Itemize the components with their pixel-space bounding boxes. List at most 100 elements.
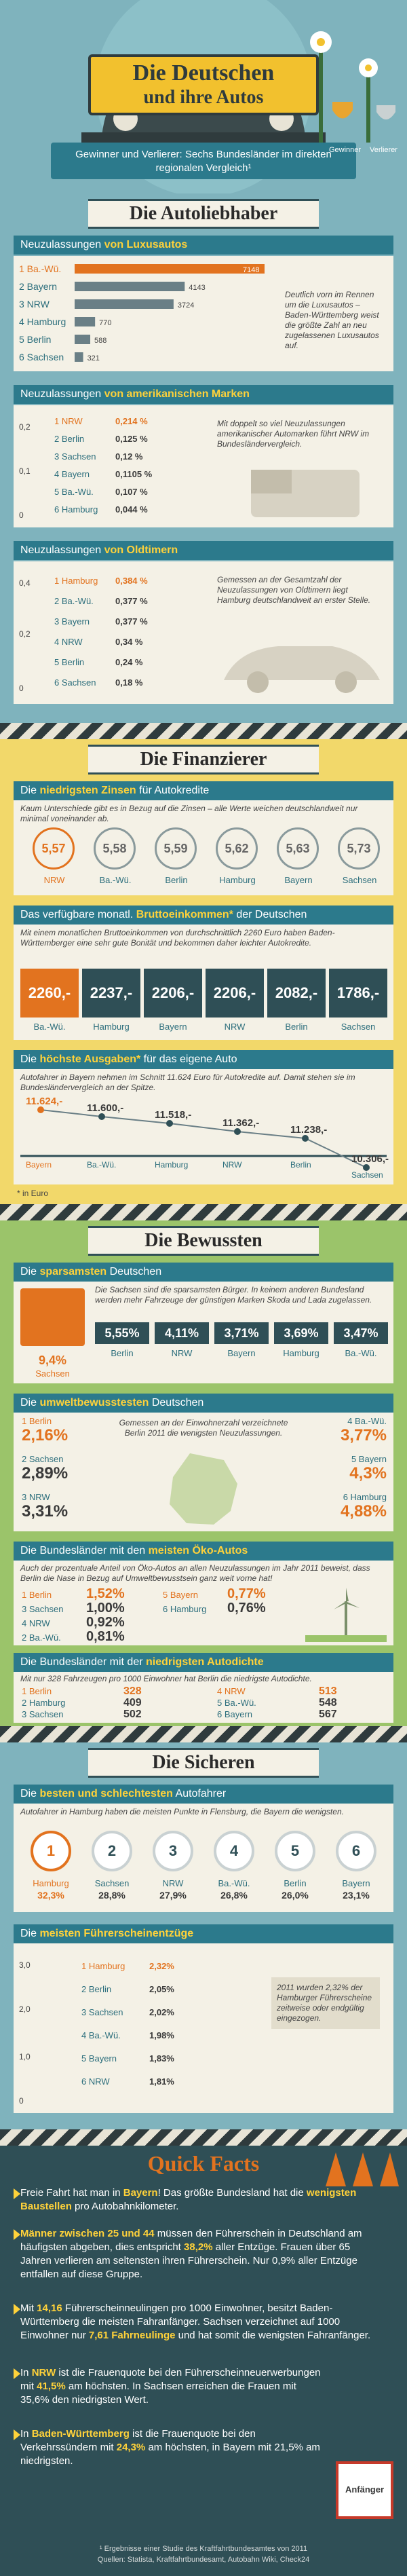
fahrer-heading: Die besten und schlechtesten Autofahrer <box>14 1785 393 1804</box>
driver-value: 26,8% <box>220 1890 248 1901</box>
lux-row-label: 4 Hamburg <box>19 316 66 327</box>
oeko-row: 2 Ba.-Wü. 0,81% <box>22 1629 157 1644</box>
ausgaben-value: 11.600,- <box>87 1102 123 1114</box>
savings-label: NRW <box>171 1348 193 1358</box>
oeko-row-value: 0,92% <box>86 1615 125 1630</box>
dichte-row-right: 4 NRW 513 <box>217 1685 387 1697</box>
dichte-right-list: 4 NRW 513 5 Ba.-Wü. 548 6 Bayern 567 <box>217 1685 387 1720</box>
fact-highlight: NRW <box>31 2367 56 2378</box>
fact-highlight: Baden-Württemberg <box>31 2428 130 2440</box>
income-column-label: Bayern <box>159 1022 187 1032</box>
subtitle-ribbon: Gewinner und Verlierer: Sechs Bundesländ… <box>51 143 356 179</box>
lux-bar-value: 770 <box>99 319 111 327</box>
euro-footnote: * in Euro <box>17 1189 49 1198</box>
umwelt-panel: Gemessen an der Einwohnerzahl verzeichne… <box>14 1413 393 1531</box>
driver-rank-badge: 1 <box>31 1831 71 1871</box>
ausgaben-value: 11.238,- <box>290 1124 327 1136</box>
spar-panel: Die Sachsen sind die sparsamsten Bürger.… <box>14 1282 393 1383</box>
fact-highlight: Männer zwischen 25 und 44 <box>20 2228 155 2239</box>
fact-text: müssen den Führerschein in Deutschland a… <box>20 2228 362 2253</box>
old-row-value: 0,384 % <box>115 576 148 586</box>
oeko-heading: Die Bundesländer mit den meisten Öko-Aut… <box>14 1542 393 1561</box>
old-list: 1 Hamburg 0,384 % 2 Ba.-Wü. 0,377 % 3 Bayern… <box>54 575 190 697</box>
income-column-label: Ba.-Wü. <box>33 1022 66 1032</box>
schein-axis-top: 3,0 <box>19 1960 31 1970</box>
oeko-row-value: 0,81% <box>86 1629 125 1644</box>
oeko-row: 4 NRW 0,92% <box>22 1615 157 1630</box>
schein-heading: Die meisten Führerscheinentzüge <box>14 1924 393 1943</box>
fact-arrow-icon <box>14 2188 20 2199</box>
income-column: 1786,- <box>329 969 387 1018</box>
income-column: 2206,- <box>144 969 202 1018</box>
section-sicheren: Die Sicheren Die besten und schlechteste… <box>0 1742 407 2129</box>
spar-items: 9,4% Sachsen 5,55% Berlin 4,11% NRW 3,71% Bayer… <box>14 1282 393 1383</box>
lux-bar <box>75 264 265 274</box>
ausgaben-value: 11.518,- <box>155 1109 191 1121</box>
old-row: 2 Ba.-Wü. 0,377 % <box>54 595 190 616</box>
interest-coin-label: Bayern <box>284 875 313 885</box>
driver-rank-badge: 6 <box>336 1831 376 1871</box>
driver-rank-badge: 3 <box>153 1831 193 1871</box>
driver-rank-badge: 4 <box>214 1831 254 1871</box>
ausgaben-label: Bayern <box>26 1160 52 1170</box>
fact-item: In NRW ist die Frauenquote bei den Führe… <box>20 2366 326 2407</box>
fahrer-items: 1 Hamburg 32,3% 2 Sachsen 28,8% 3 NRW 27,9% 4 Ba.-… <box>14 1824 393 1912</box>
ausgaben-heading: Die höchste Ausgaben* für das eigene Aut… <box>14 1050 393 1069</box>
savings-label: Berlin <box>111 1348 134 1358</box>
us-row-label: 4 Bayern <box>54 469 90 479</box>
schein-row: 3 Sachsen 2,02% <box>81 2006 217 2030</box>
schein-row-label: 5 Bayern <box>81 2053 117 2064</box>
schein-axis-low: 1,0 <box>19 2052 31 2061</box>
us-row-label: 1 NRW <box>54 416 83 426</box>
oeko-row: 1 Berlin 1,52% <box>22 1586 157 1601</box>
dichte-row-right-value: 567 <box>319 1709 337 1720</box>
old-axis-bot: 0 <box>19 684 24 693</box>
old-row-value: 0,377 % <box>115 596 148 606</box>
trophy-icon <box>20 1288 85 1346</box>
income-column: 2237,- <box>82 969 140 1018</box>
ausgaben-label: Hamburg <box>155 1160 188 1170</box>
main-title-line2: und ihre Autos <box>143 87 264 108</box>
old-row-label: 3 Bayern <box>54 616 90 627</box>
us-axis-mid: 0,1 <box>19 466 31 476</box>
interest-coin-label: Ba.-Wü. <box>99 875 132 885</box>
spar-note: Die Sachsen sind die sparsamsten Bürger.… <box>95 1285 372 1305</box>
driver-value: 26,0% <box>282 1890 309 1901</box>
interest-coin: 5,57 <box>33 827 75 870</box>
winner-label: Gewinner <box>329 146 362 154</box>
dichte-row-right: 5 Ba.-Wü. 548 <box>217 1697 387 1709</box>
income-column: 2082,- <box>267 969 326 1018</box>
fact-text: am höchsten, in Bayern mit 21,5% am nied… <box>20 2442 320 2467</box>
ausgaben-note: Autofahrer in Bayern nehmen im Schnitt 1… <box>20 1072 355 1092</box>
dichte-panel: Mit nur 328 Fahrzeugen pro 1000 Einwohne… <box>14 1672 393 1723</box>
dichte-heading: Die Bundesländer mit der niedrigsten Aut… <box>14 1653 393 1672</box>
savings-label: Sachsen <box>35 1368 70 1379</box>
lux-row-label: 2 Bayern <box>19 281 57 292</box>
savings-value: 3,71% <box>214 1322 269 1344</box>
us-row: 3 Sachsen 0,12 % <box>54 451 190 468</box>
lux-note: Deutlich vorn im Rennen um die Luxusauto… <box>285 290 379 350</box>
fact-item: Freie Fahrt hat man in Bayern! Das größt… <box>20 2186 373 2214</box>
savings-value: 5,55% <box>95 1322 149 1344</box>
us-row-label: 5 Ba.-Wü. <box>54 487 94 497</box>
brutto-columns: 2260,- Ba.-Wü. 2237,- Hamburg 2206,- Bayern 22… <box>14 955 393 1037</box>
quick-facts-title: Quick Facts <box>147 2151 260 2176</box>
umwelt-row-label: 3 NRW <box>22 1492 50 1502</box>
ausgaben-point <box>37 1106 44 1113</box>
dichte-row-right-label: 5 Ba.-Wü. <box>217 1698 256 1708</box>
section-title: Die Sicheren <box>88 1748 319 1778</box>
fact-item: Mit 14,16 Führerscheinneulingen pro 1000… <box>20 2302 373 2342</box>
dichte-row-value: 409 <box>123 1697 142 1709</box>
schein-panel: 3,0 2,0 1,0 0 1 Hamburg 2,32% 2 Berlin 2,05… <box>14 1943 393 2113</box>
footer-line1: ¹ Ergebnisse einer Studie des Kraftfahrt… <box>99 2545 308 2553</box>
divider <box>0 1204 407 1220</box>
driver-label: NRW <box>162 1878 184 1888</box>
section-title: Die Bewussten <box>88 1226 319 1256</box>
income-column-label: Hamburg <box>93 1022 130 1032</box>
brutto-panel: Mit einem monatlichen Bruttoeinkommen vo… <box>14 925 393 1040</box>
dichte-row-label: 1 Berlin <box>22 1686 52 1696</box>
dichte-row-right: 6 Bayern 567 <box>217 1709 387 1720</box>
fact-text: ist die Frauenquote bei den Führerschein… <box>20 2367 321 2392</box>
income-column-label: Sachsen <box>341 1022 376 1032</box>
dichte-row-label: 2 Hamburg <box>22 1698 66 1708</box>
